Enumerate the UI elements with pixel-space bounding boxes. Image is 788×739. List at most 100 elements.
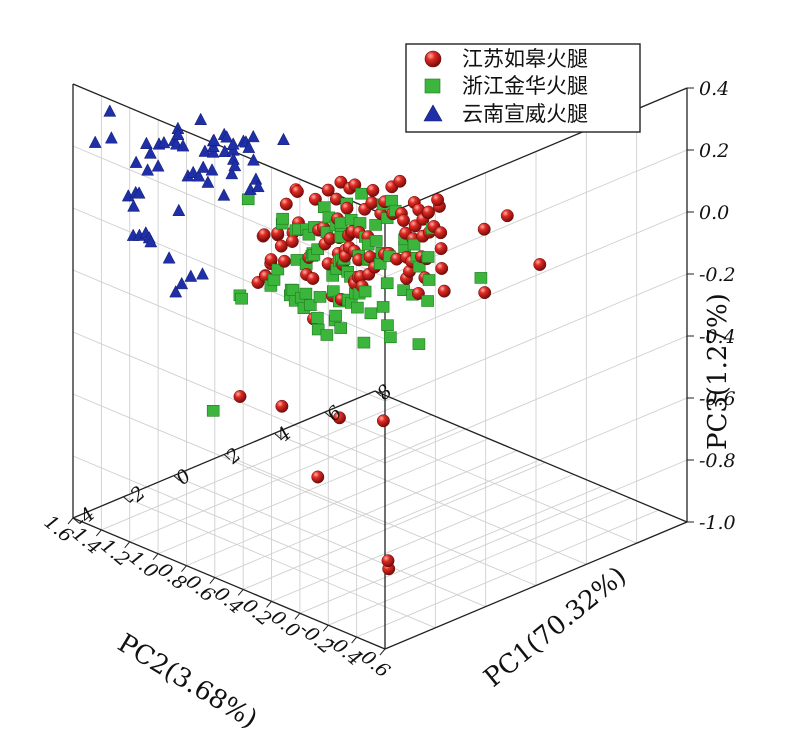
- pc2-axis-title: PC2(3.68%): [112, 628, 262, 734]
- point-jinhua: [355, 187, 368, 200]
- point-jinhua: [369, 219, 382, 231]
- pc2-tick-mark: [67, 517, 74, 525]
- pc2-tick-mark: [152, 553, 159, 561]
- floor-grid-line: [123, 496, 436, 629]
- point-jinhua: [271, 263, 285, 276]
- pc2-tick-mark: [379, 648, 386, 656]
- point-xuanwei: [251, 179, 265, 193]
- point-rugao: [306, 272, 320, 285]
- point-xuanwei: [184, 269, 198, 282]
- point-xuanwei: [247, 153, 260, 166]
- pc1-tick-mark: [123, 496, 130, 503]
- wall-grid-line: [384, 335, 688, 464]
- point-xuanwei: [141, 163, 155, 176]
- point-rugao: [233, 390, 247, 403]
- point-jinhua: [422, 274, 436, 286]
- point-rugao: [277, 254, 291, 268]
- point-jinhua: [369, 235, 383, 247]
- point-rugao: [311, 470, 325, 484]
- pc1-tick-mark: [173, 475, 180, 482]
- point-xuanwei: [169, 285, 183, 298]
- legend: 江苏如皋火腿 浙江金华火腿 云南宣威火腿: [405, 43, 641, 133]
- legend-marker-green-square: [424, 78, 441, 94]
- point-jinhua: [299, 287, 313, 300]
- point-xuanwei: [242, 140, 256, 153]
- pc2-tick-mark: [294, 612, 301, 620]
- point-xuanwei: [139, 136, 153, 149]
- point-jinhua: [267, 274, 281, 286]
- point-xuanwei: [220, 130, 234, 143]
- point-rugao: [478, 286, 492, 300]
- pc2-tick-mark: [266, 601, 272, 608]
- pc2-tick-mark: [237, 589, 244, 596]
- wall-grid-line: [384, 149, 688, 278]
- pc2-tick-mark: [322, 624, 329, 632]
- pc2-tick-mark: [181, 565, 187, 572]
- wall-grid-line: [384, 459, 688, 588]
- point-jinhua: [384, 331, 397, 344]
- point-rugao: [321, 183, 335, 197]
- point-rugao: [435, 262, 449, 275]
- point-xuanwei: [277, 132, 290, 145]
- point-xuanwei: [157, 135, 171, 149]
- point-jinhua: [357, 336, 371, 349]
- point-xuanwei: [171, 127, 185, 140]
- point-xuanwei: [172, 203, 186, 216]
- pc3-tick-label: 0.0: [699, 202, 729, 224]
- point-rugao: [533, 258, 547, 271]
- floor-grid-line: [271, 473, 574, 602]
- point-rugao: [275, 399, 289, 413]
- point-jinhua: [412, 338, 426, 350]
- floor-grid-line: [173, 475, 486, 608]
- point-rugao: [431, 193, 445, 207]
- floor-grid-line: [328, 497, 631, 626]
- point-jinhua: [474, 272, 488, 284]
- floor-grid-line: [129, 414, 432, 543]
- pc2-tick-mark: [209, 577, 216, 584]
- legend-marker-blue-triangle: [423, 104, 443, 122]
- floor-grid-line: [274, 432, 587, 565]
- point-jinhua: [241, 193, 255, 206]
- pc2-tick-mark: [351, 636, 358, 644]
- point-jinhua: [206, 404, 220, 417]
- point-jinhua: [407, 238, 421, 251]
- floor-back-edge: [384, 521, 688, 650]
- wall-grid-line: [384, 273, 688, 402]
- point-xuanwei: [226, 137, 240, 150]
- point-xuanwei: [201, 175, 215, 188]
- floor-grid-line: [101, 402, 404, 531]
- point-xuanwei: [151, 159, 165, 172]
- point-xuanwei: [192, 169, 206, 182]
- point-xuanwei: [249, 172, 263, 185]
- point-xuanwei: [162, 251, 176, 264]
- point-jinhua: [364, 307, 378, 320]
- point-xuanwei: [88, 135, 102, 148]
- point-rugao: [397, 214, 410, 227]
- floor-grid-line: [223, 454, 537, 586]
- floor-grid-line: [324, 411, 637, 544]
- point-jinhua: [320, 329, 334, 341]
- point-xuanwei: [175, 276, 189, 290]
- pc3-tick-label: 0.4: [699, 78, 729, 100]
- point-jinhua: [329, 309, 342, 322]
- pc1-tick-mark: [72, 517, 80, 524]
- point-xuanwei: [207, 133, 221, 146]
- point-jinhua: [385, 194, 398, 207]
- pc1-tick-mark: [274, 432, 281, 439]
- point-xuanwei: [246, 129, 260, 143]
- point-rugao: [434, 242, 448, 256]
- data-points: [88, 104, 547, 576]
- legend-marker-red-sphere: [424, 50, 442, 68]
- point-rugao: [477, 222, 491, 236]
- legend-label-xuanwei: 云南宣威火腿: [462, 102, 588, 126]
- wall-grid-line: [72, 455, 386, 588]
- floor-grid-line: [157, 426, 461, 555]
- point-jinhua: [303, 299, 317, 311]
- point-rugao: [376, 414, 390, 428]
- wall-grid-line: [72, 331, 386, 464]
- point-jinhua: [317, 201, 331, 213]
- floor-left-edge: [72, 517, 386, 650]
- point-xuanwei: [218, 144, 232, 157]
- tick-labels: -0.6-0.4-0.20.00.20.40.60.81.01.21.41.6-…: [40, 78, 736, 682]
